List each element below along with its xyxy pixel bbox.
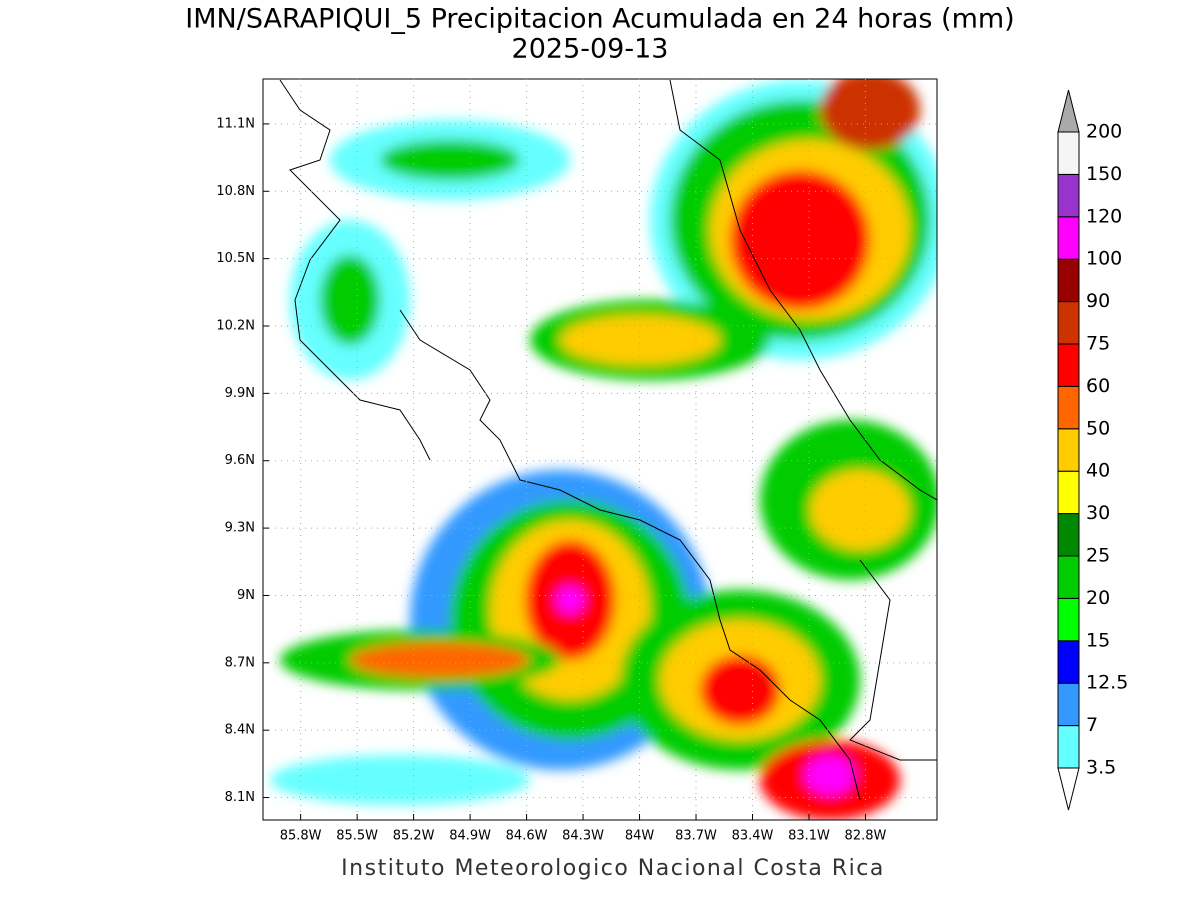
colorbar-under	[1057, 767, 1080, 811]
colorbar-label: 15	[1086, 629, 1110, 651]
colorbar-box	[1057, 131, 1080, 175]
colorbar-box	[1057, 258, 1080, 303]
x-tick-label: 84.9W	[449, 829, 491, 844]
colorbar-label: 12.5	[1086, 672, 1128, 694]
y-tick-label: 11.1N	[216, 116, 255, 131]
colorbar-label: 40	[1086, 460, 1110, 482]
y-tick-label: 10.2N	[216, 319, 255, 334]
y-tick-label: 10.8N	[216, 184, 255, 199]
colorbar-label: 120	[1086, 205, 1122, 227]
y-tick-label: 8.7N	[225, 655, 255, 670]
colorbar-label: 90	[1086, 290, 1110, 312]
colorbar-label: 20	[1086, 587, 1110, 609]
x-tick-label: 83.1W	[788, 829, 830, 844]
y-tick-label: 9.3N	[225, 521, 255, 536]
colorbar-label: 60	[1086, 375, 1110, 397]
colorbar-box	[1057, 555, 1080, 599]
x-tick-label: 82.8W	[845, 829, 887, 844]
y-tick-label: 10.5N	[216, 251, 255, 266]
colorbar-label: 25	[1086, 545, 1110, 567]
colorbar-box	[1057, 682, 1080, 727]
colorbar-label: 3.5	[1086, 757, 1116, 779]
title: IMN/SARAPIQUI_5 Precipitacion Acumulada …	[185, 4, 1014, 35]
colorbar-box	[1057, 173, 1080, 218]
y-tick-label: 9.9N	[225, 386, 255, 401]
subtitle: 2025-09-13	[512, 34, 669, 65]
x-tick-label: 83.4W	[732, 829, 774, 844]
colorbar-label: 75	[1086, 333, 1110, 355]
x-tick-label: 84.6W	[506, 829, 548, 844]
colorbar-box	[1057, 513, 1080, 557]
colorbar-box	[1057, 385, 1080, 430]
x-tick-label: 85.2W	[393, 829, 435, 844]
y-tick-label: 8.4N	[225, 723, 255, 738]
colorbar-label: 150	[1086, 163, 1122, 185]
colorbar-label: 30	[1086, 502, 1110, 524]
colorbar-over	[1057, 89, 1080, 133]
colorbar-label: 200	[1086, 121, 1122, 143]
colorbar-box	[1057, 343, 1080, 387]
colorbar-box	[1057, 470, 1080, 515]
colorbar-box	[1057, 725, 1080, 769]
x-tick-label: 85.5W	[336, 829, 378, 844]
colorbar-box	[1057, 301, 1080, 345]
colorbar-box	[1057, 428, 1080, 472]
x-tick-label: 84.3W	[562, 829, 604, 844]
colorbar-label: 50	[1086, 417, 1110, 439]
colorbar-box	[1057, 597, 1080, 642]
x-tick-label: 83.7W	[675, 829, 717, 844]
colorbar-box	[1057, 216, 1080, 260]
map-frame	[262, 78, 938, 821]
colorbar-label: 7	[1086, 714, 1098, 736]
colorbar-label: 100	[1086, 248, 1122, 270]
footer: Instituto Meteorologico Nacional Costa R…	[341, 856, 885, 881]
coastline	[279, 79, 937, 801]
colorbar-box	[1057, 640, 1080, 684]
y-tick-label: 9.6N	[225, 453, 255, 468]
y-tick-label: 8.1N	[225, 790, 255, 805]
x-tick-label: 84W	[625, 829, 655, 844]
x-tick-label: 85.8W	[280, 829, 322, 844]
y-tick-label: 9N	[237, 588, 255, 603]
